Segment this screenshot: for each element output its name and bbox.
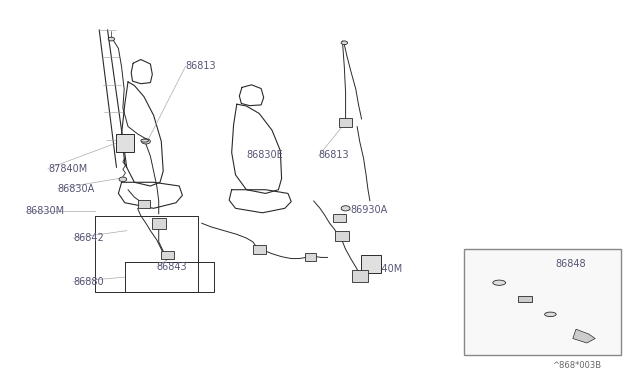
Text: 86813: 86813 bbox=[319, 151, 349, 160]
Text: 86848: 86848 bbox=[555, 259, 586, 269]
Bar bbox=[352, 270, 368, 282]
Bar bbox=[464, 249, 621, 355]
Bar bbox=[339, 118, 352, 127]
Bar bbox=[161, 251, 174, 259]
Text: 86830M: 86830M bbox=[26, 206, 65, 216]
Text: 87840M: 87840M bbox=[364, 264, 403, 273]
Bar bbox=[333, 214, 346, 222]
Text: 87840M: 87840M bbox=[48, 164, 87, 173]
Text: 86830A: 86830A bbox=[58, 184, 95, 193]
Ellipse shape bbox=[545, 312, 556, 317]
Bar bbox=[518, 296, 532, 302]
Bar bbox=[335, 231, 349, 241]
Ellipse shape bbox=[141, 139, 148, 142]
Bar bbox=[305, 253, 316, 261]
Circle shape bbox=[108, 37, 115, 41]
Text: 86930A: 86930A bbox=[351, 205, 388, 215]
Circle shape bbox=[141, 139, 150, 144]
Text: 86880: 86880 bbox=[74, 277, 104, 286]
Circle shape bbox=[341, 206, 350, 211]
Text: 86813: 86813 bbox=[186, 61, 216, 71]
Bar bbox=[361, 255, 381, 273]
Circle shape bbox=[119, 177, 127, 182]
Circle shape bbox=[341, 41, 348, 45]
Text: 86843: 86843 bbox=[157, 262, 188, 272]
Text: ^868*003B: ^868*003B bbox=[552, 361, 602, 370]
Bar bbox=[116, 134, 134, 152]
Polygon shape bbox=[573, 329, 595, 343]
Text: 86830E: 86830E bbox=[246, 151, 283, 160]
Ellipse shape bbox=[493, 280, 506, 285]
Bar bbox=[152, 218, 166, 229]
Bar bbox=[138, 200, 150, 208]
Text: 86842: 86842 bbox=[74, 233, 104, 243]
Bar bbox=[253, 245, 266, 254]
